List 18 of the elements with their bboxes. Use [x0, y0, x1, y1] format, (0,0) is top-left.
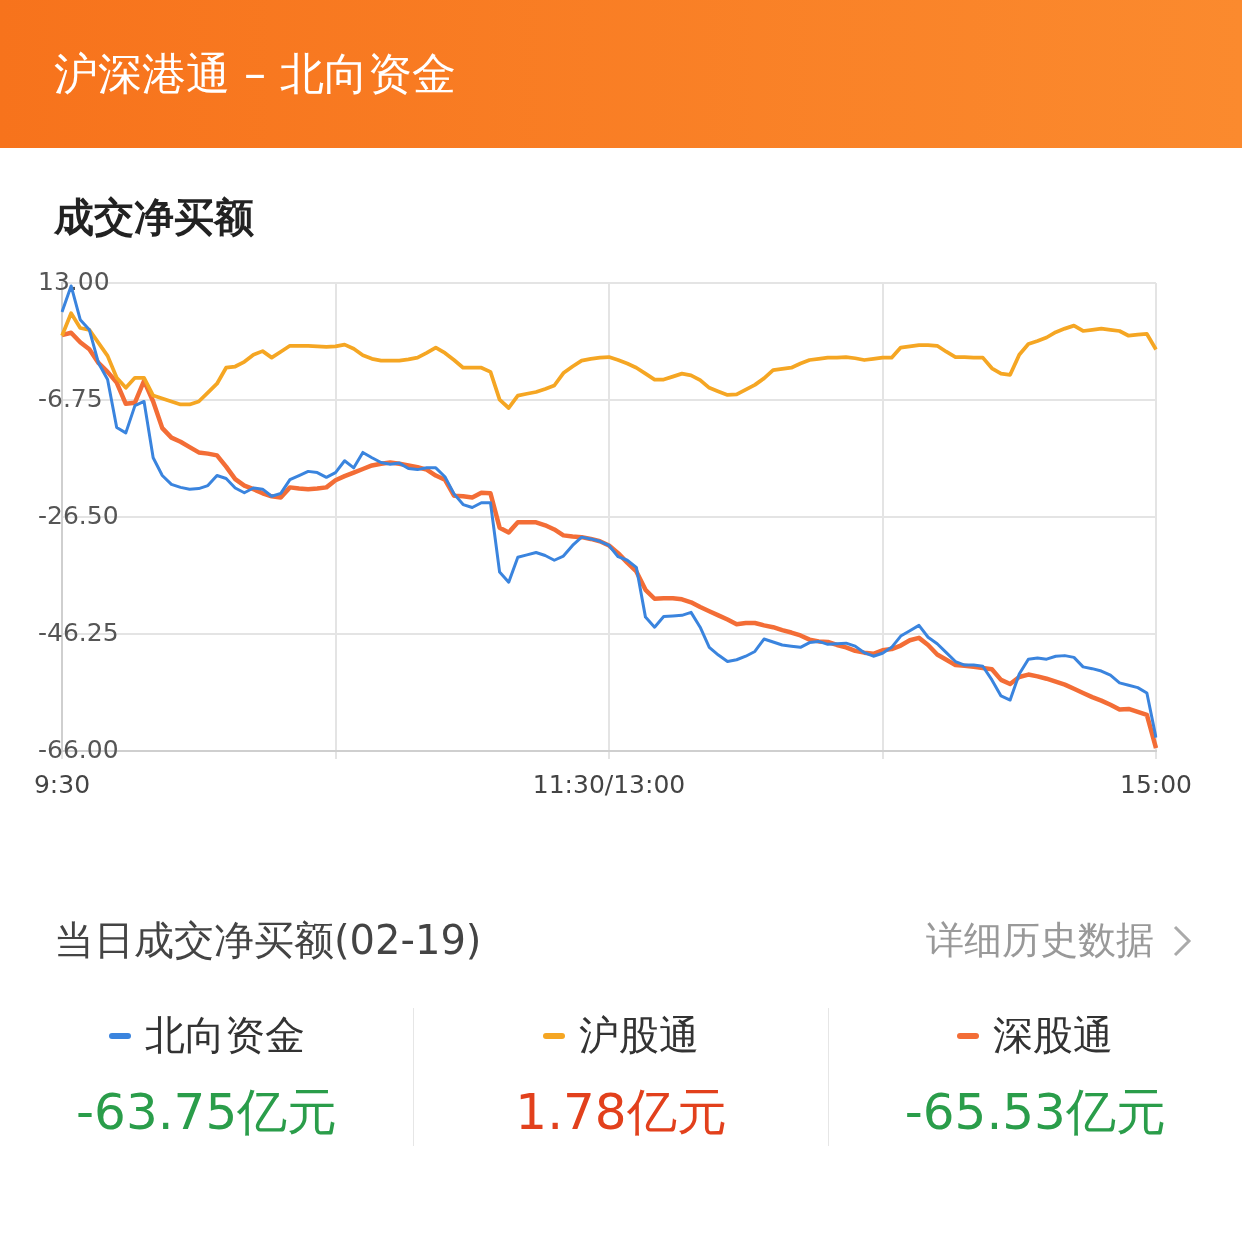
- chart-subtitle: 成交净买额: [53, 193, 255, 242]
- y-tick-label: -66.00: [38, 734, 119, 764]
- text: -63.75亿元: [75, 1082, 339, 1143]
- chart-title: 沪深港通 – 北向资金: [54, 46, 456, 101]
- legend-label: 北向资金: [144, 1011, 305, 1060]
- y-tick-label: -6.75: [38, 383, 103, 413]
- legend-label: 深股通: [993, 1011, 1114, 1060]
- text: 当日成交净买额(02-19): [54, 916, 482, 965]
- x-tick-label: 11:30/13:00: [532, 769, 686, 799]
- text: 详细历史数据: [926, 917, 1154, 964]
- legend-label: 沪股通: [578, 1011, 699, 1060]
- x-tick-label: 9:30: [33, 769, 91, 799]
- y-tick-label: 13.00: [38, 266, 110, 296]
- text: 1.78亿元: [514, 1082, 728, 1143]
- y-tick-label: -26.50: [38, 500, 119, 530]
- x-tick-label: 15:00: [1119, 769, 1193, 799]
- y-tick-label: -46.25: [38, 617, 119, 647]
- text: -65.53亿元: [903, 1082, 1167, 1143]
